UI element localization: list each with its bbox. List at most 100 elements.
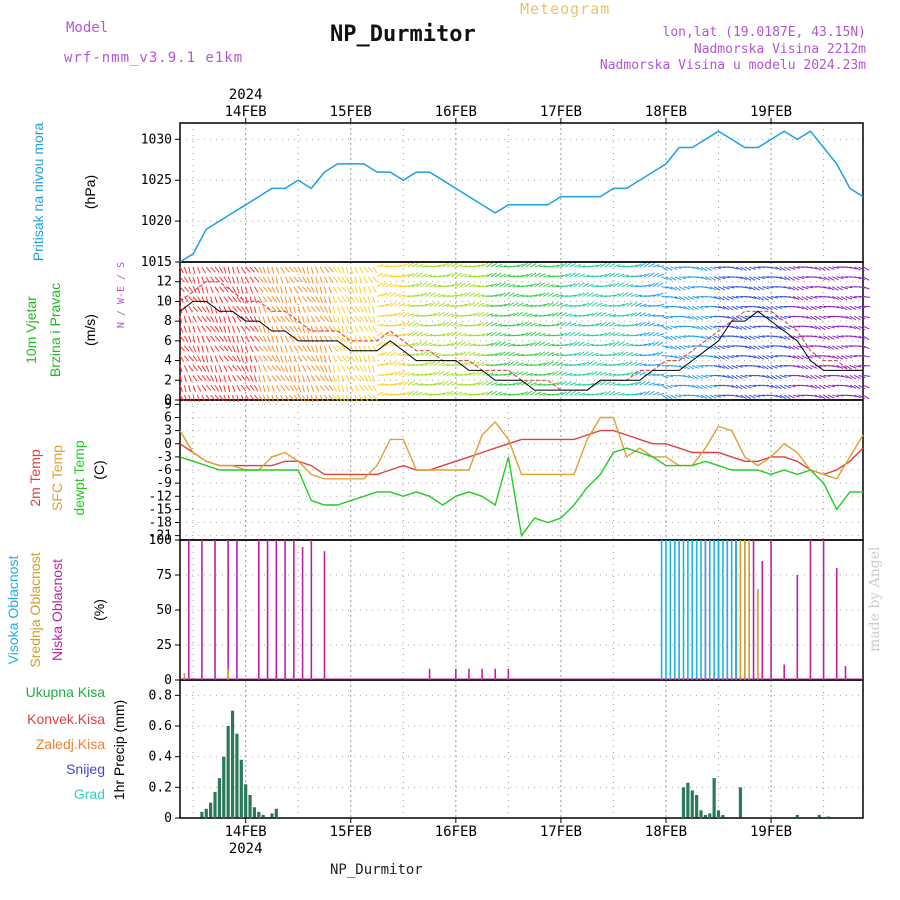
wind-arrow — [354, 365, 360, 372]
wind-arrow — [205, 384, 212, 391]
wind-arrow — [372, 286, 377, 293]
wind-arrow — [573, 264, 581, 268]
wind-arrow — [801, 355, 809, 360]
wind-arrow — [446, 272, 454, 278]
wind-arrow — [324, 375, 329, 382]
ytick-label: 9 — [164, 397, 172, 412]
wind-arrow — [289, 276, 294, 283]
wind-arrow — [271, 276, 275, 284]
wind-arrow — [223, 335, 228, 343]
wind-arrow — [858, 305, 866, 308]
wind-arrow — [538, 282, 546, 288]
wind-arrow — [197, 286, 201, 294]
wind-arrow — [661, 266, 668, 272]
wind-arrow — [236, 384, 241, 392]
wind-arrow — [709, 266, 717, 270]
wind-arrow — [192, 355, 198, 362]
wind-arrow — [376, 391, 384, 396]
wind-arrow — [223, 355, 229, 362]
wind-arrow — [310, 355, 316, 362]
top-date-label: 15FEB — [330, 104, 372, 120]
wind-arrow — [573, 341, 581, 347]
wind-arrow — [442, 380, 449, 386]
wind-arrow — [407, 321, 414, 327]
wind-arrow — [293, 316, 297, 323]
wind-arrow — [512, 323, 520, 327]
wind-arrow — [810, 266, 818, 270]
wind-arrow — [240, 355, 244, 363]
wind-arrow — [429, 351, 436, 357]
wind-arrow — [674, 355, 682, 360]
wind-arrow — [197, 325, 201, 333]
wind-arrows — [179, 262, 871, 403]
wind-arrow — [315, 365, 321, 372]
wind-arrow — [503, 274, 511, 278]
wind-arrow — [788, 266, 796, 270]
wind-arrow — [363, 296, 367, 304]
wind-arrow — [254, 394, 260, 401]
wind-arrow — [578, 351, 585, 357]
wind-arrow — [687, 286, 695, 289]
wind-arrow — [635, 311, 642, 317]
wind-arrow — [205, 394, 211, 402]
wind-arrow — [293, 345, 299, 352]
wind-arrow — [381, 341, 388, 347]
wind-arrow — [271, 286, 276, 294]
wind-arrow — [442, 303, 450, 307]
wind-arrow — [319, 375, 326, 381]
wind-arrow — [573, 363, 581, 366]
wind-arrow — [731, 394, 739, 398]
wind-arrow — [621, 351, 629, 357]
wind-arrow — [770, 384, 778, 389]
wind-arrow — [508, 312, 515, 317]
wind-arrow — [214, 306, 218, 314]
wind-arrow — [587, 275, 595, 278]
wind-arrow — [464, 334, 472, 337]
wind-arrow — [394, 293, 402, 297]
wind-arrow — [696, 315, 703, 321]
wind-arrow — [315, 266, 319, 274]
wind-arrow — [832, 266, 840, 269]
wind-arrow — [236, 325, 241, 333]
wind-arrow — [240, 345, 244, 353]
wind-arrow — [797, 355, 804, 360]
precip-bar — [681, 787, 686, 818]
cloud-axis-title: Srednja Oblacnost — [27, 552, 43, 667]
wind-arrow — [556, 311, 563, 317]
wind-arrow — [481, 312, 489, 317]
wind-arrow — [481, 321, 489, 327]
wind-arrow — [766, 325, 774, 329]
wind-arrow — [565, 331, 572, 337]
wind-arrow — [525, 390, 532, 396]
wind-arrow — [429, 283, 437, 288]
wind-arrow — [600, 391, 607, 396]
wind-arrow — [538, 265, 546, 268]
wind-arrow — [288, 286, 293, 294]
wind-arrow — [341, 385, 345, 393]
wind-arrow — [451, 353, 459, 357]
wind-arrow — [297, 365, 301, 373]
wind-arrow — [845, 296, 853, 300]
wind-arrow — [253, 316, 258, 323]
wind-arrow — [845, 355, 853, 359]
wind-arrow — [455, 323, 463, 327]
wind-arrow — [403, 295, 411, 297]
wind-arrow — [442, 262, 449, 268]
wind-arrow — [521, 262, 528, 268]
wind-arrow — [678, 276, 686, 280]
wind-arrow — [854, 374, 861, 379]
wind-arrow — [332, 325, 338, 333]
wind-arrow — [788, 276, 795, 281]
wind-arrow — [315, 276, 318, 284]
wind-arrow — [254, 345, 259, 352]
precip-bar — [712, 778, 716, 818]
wind-arrow — [705, 335, 712, 341]
wind-arrow — [271, 335, 275, 343]
wind-arrow — [643, 284, 651, 288]
wind-arrow — [797, 394, 805, 397]
wind-arrow — [253, 384, 259, 392]
ytick-label: 0 — [164, 437, 172, 452]
wind-arrow — [770, 315, 778, 321]
wind-arrow — [779, 374, 787, 379]
wind-arrow — [183, 365, 188, 372]
